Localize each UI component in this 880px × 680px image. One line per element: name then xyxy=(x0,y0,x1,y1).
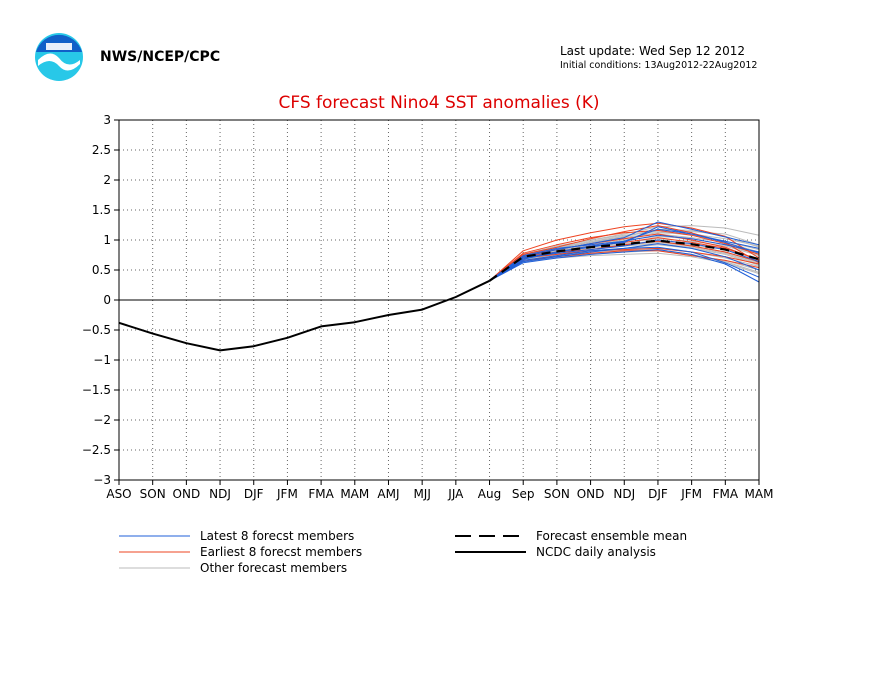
grid xyxy=(119,120,759,480)
y-tick-label: 2 xyxy=(103,173,111,187)
x-tick-label: NDJ xyxy=(209,487,231,501)
forecast-member-latest xyxy=(489,234,760,282)
noaa-logo xyxy=(35,33,83,81)
noaa-logo-bird-icon xyxy=(46,43,72,50)
x-tick-label: Sep xyxy=(512,487,535,501)
initial-conditions-text: Initial conditions: 13Aug2012-22Aug2012 xyxy=(560,60,757,71)
x-tick-label: MAM xyxy=(745,487,774,501)
x-tick-label: OND xyxy=(577,487,605,501)
x-tick-label: JFM xyxy=(276,487,298,501)
y-tick-label: 2.5 xyxy=(92,143,111,157)
y-tick-label: −3 xyxy=(93,473,111,487)
x-tick-label: DJF xyxy=(648,487,668,501)
x-axis: ASO SON OND NDJ DJF JFM FMA MAM AMJ MJJ JJA Aug Sep S… xyxy=(106,480,773,501)
y-tick-label: −2.5 xyxy=(82,443,111,457)
forecast-member-other xyxy=(489,244,760,282)
x-tick-label: DJF xyxy=(244,487,264,501)
y-tick-label: −0.5 xyxy=(82,323,111,337)
legend-label-other: Other forecast members xyxy=(200,561,347,575)
forecast-member-latest xyxy=(489,246,760,282)
x-tick-label: MAM xyxy=(340,487,369,501)
y-tick-label: −2 xyxy=(93,413,111,427)
legend-label-mean: Forecast ensemble mean xyxy=(536,529,687,543)
chart-title: CFS forecast Nino4 SST anomalies (K) xyxy=(278,93,599,113)
org-label: NWS/NCEP/CPC xyxy=(100,49,220,65)
noaa-logo-wave-icon xyxy=(38,53,80,71)
legend-label-earliest: Earliest 8 forecst members xyxy=(200,545,362,559)
forecast-member-earliest xyxy=(489,222,760,282)
y-tick-label: 3 xyxy=(103,113,111,127)
y-tick-label: 1 xyxy=(103,233,111,247)
y-axis: 3 2.5 2 1.5 1 0.5 0 −0.5 −1 −1.5 −2 −2.5 −3 xyxy=(82,113,119,487)
x-tick-label: ASO xyxy=(106,487,131,501)
x-tick-label: OND xyxy=(173,487,201,501)
y-tick-label: −1.5 xyxy=(82,383,111,397)
ensemble-mean-line xyxy=(488,239,760,282)
x-tick-label: JFM xyxy=(680,487,702,501)
legend-label-analysis: NCDC daily analysis xyxy=(536,545,656,559)
x-tick-label: FMA xyxy=(308,487,334,501)
x-tick-label: JJA xyxy=(447,487,464,501)
y-tick-label: 0.5 xyxy=(92,263,111,277)
y-tick-label: 1.5 xyxy=(92,203,111,217)
forecast-member-earliest xyxy=(489,229,760,282)
x-tick-label: AMJ xyxy=(377,487,399,501)
legend-label-latest: Latest 8 forecst members xyxy=(200,529,354,543)
x-tick-label: NDJ xyxy=(613,487,635,501)
legend: Latest 8 forecst members Earliest 8 forec… xyxy=(119,529,687,575)
x-tick-label: MJJ xyxy=(413,487,430,501)
y-tick-label: −1 xyxy=(93,353,111,367)
y-tick-label: 0 xyxy=(103,293,111,307)
last-update-text: Last update: Wed Sep 12 2012 xyxy=(560,44,745,58)
forecast-member-latest xyxy=(489,249,760,283)
x-tick-label: FMA xyxy=(713,487,739,501)
x-tick-label: SON xyxy=(544,487,570,501)
x-tick-label: SON xyxy=(140,487,166,501)
x-tick-label: Aug xyxy=(478,487,501,501)
plot-area: 3 2.5 2 1.5 1 0.5 0 −0.5 −1 −1.5 −2 −2.5 −3 ASO SON ON… xyxy=(82,113,774,501)
ncdc-analysis-line xyxy=(118,279,490,352)
main-lines xyxy=(118,239,760,352)
